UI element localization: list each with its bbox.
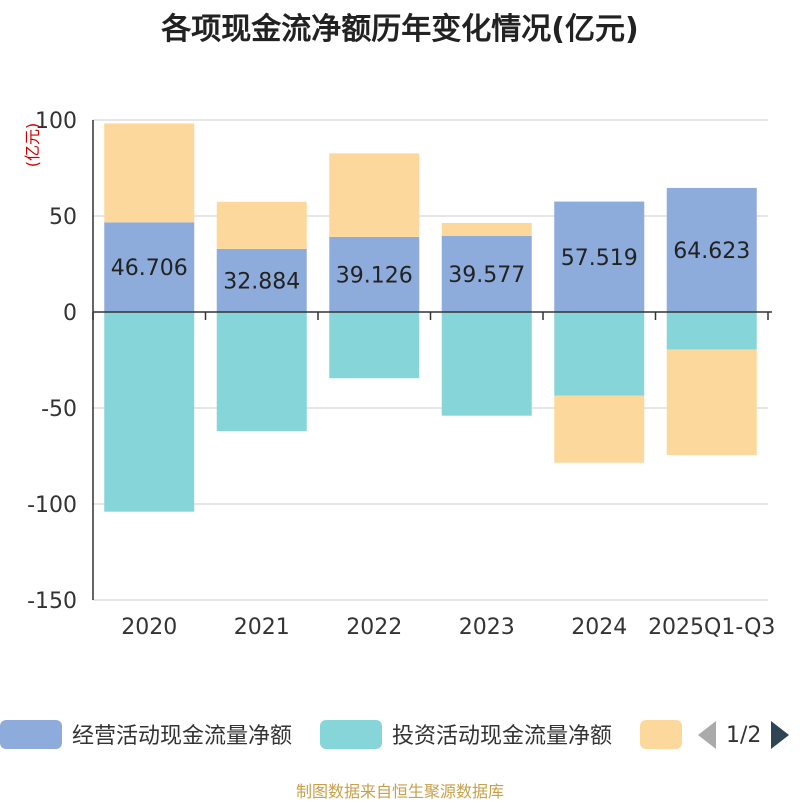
bar-operating xyxy=(104,222,195,312)
legend-item-investing[interactable]: 投资活动现金流量净额 xyxy=(320,716,612,752)
bar-operating xyxy=(216,248,307,312)
x-tick-label: 2024 xyxy=(571,615,627,640)
bar-financing xyxy=(554,395,645,463)
bar-operating xyxy=(329,236,420,312)
x-tick-label: 2023 xyxy=(459,615,515,640)
data-label: 57.519 xyxy=(561,246,638,271)
legend-label-investing: 投资活动现金流量净额 xyxy=(392,724,613,749)
y-tick-label: 50 xyxy=(49,205,77,230)
data-source-note: 制图数据来自恒生聚源数据库 xyxy=(295,782,504,801)
x-tick-label: 2022 xyxy=(346,615,402,640)
legend-item-operating[interactable]: 经营活动现金流量净额 xyxy=(0,716,292,752)
data-label: 39.577 xyxy=(448,263,525,288)
bar-financing xyxy=(329,153,420,237)
bar-financing xyxy=(216,201,307,249)
bar-financing xyxy=(666,349,757,456)
bar-operating xyxy=(441,236,532,312)
bar-operating xyxy=(554,201,645,312)
chart: 100 50 0 -50 -100 -150 (亿元) 46.706 32.884 39.126 3… xyxy=(23,109,775,640)
legend-next-icon[interactable] xyxy=(771,721,790,749)
y-tick-label: -100 xyxy=(27,493,77,518)
bar-investing xyxy=(329,312,420,379)
legend-swatch-operating xyxy=(0,719,62,749)
data-label: 46.706 xyxy=(111,256,188,281)
y-tick-label: 100 xyxy=(35,109,77,134)
legend-item-financing[interactable] xyxy=(640,716,682,752)
legend-prev-icon[interactable] xyxy=(698,721,716,749)
bar-investing xyxy=(216,312,307,432)
data-label: 39.126 xyxy=(336,263,413,288)
data-label: 32.884 xyxy=(223,269,300,294)
legend-swatch-investing xyxy=(320,719,382,749)
y-tick-label: -150 xyxy=(27,589,77,614)
bar-investing xyxy=(554,312,645,396)
y-tick-label: -50 xyxy=(41,397,77,422)
bar-investing xyxy=(104,312,195,512)
y-tick-label: 0 xyxy=(63,301,77,326)
legend-page-indicator: 1/2 xyxy=(726,722,762,748)
x-tick-label: 2020 xyxy=(121,615,177,640)
x-tick-label: 2025Q1-Q3 xyxy=(648,615,775,640)
bar-investing xyxy=(666,312,757,350)
y-axis-unit-label: (亿元) xyxy=(23,123,42,168)
data-label: 64.623 xyxy=(673,239,750,264)
bar-operating xyxy=(666,187,757,312)
legend-label-operating: 经营活动现金流量净额 xyxy=(72,724,293,749)
bar-financing xyxy=(441,222,532,237)
chart-title: 各项现金流净额历年变化情况(亿元) xyxy=(161,12,639,47)
bar-investing xyxy=(441,312,532,416)
bar-financing xyxy=(104,123,195,223)
legend-pager: 1/2 xyxy=(698,718,790,752)
legend-swatch-financing xyxy=(640,719,682,749)
x-tick-label: 2021 xyxy=(234,615,290,640)
